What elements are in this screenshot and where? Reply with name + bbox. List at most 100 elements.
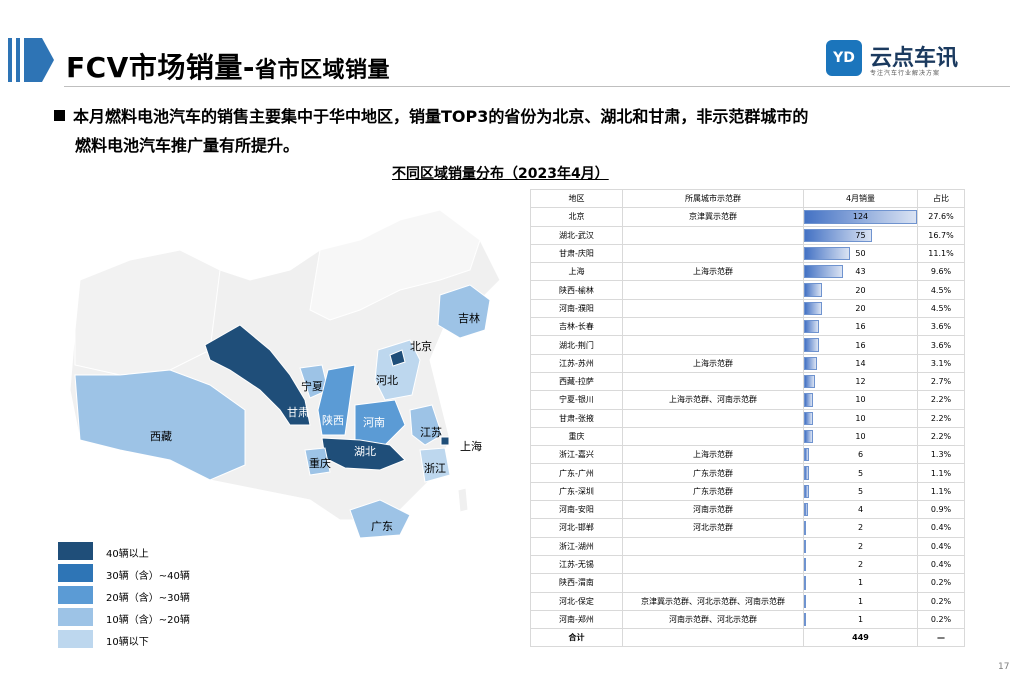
- cell-sales: 16: [803, 335, 918, 355]
- cell-region: 湖北-荆门: [530, 335, 623, 355]
- sales-value: 14: [855, 358, 866, 368]
- cell-group: 上海示范群、河南示范群: [622, 390, 804, 410]
- map-region-beijing: [389, 349, 406, 367]
- logo-name: 云点车讯: [870, 46, 959, 71]
- cell-region: 上海: [530, 262, 623, 282]
- cell-share: 0.2%: [917, 609, 965, 630]
- legend-swatch: [58, 542, 93, 560]
- column-header-sales: 4月销量: [803, 188, 918, 209]
- cell-region: 宁夏-银川: [530, 390, 623, 410]
- cell-group: 河南示范群: [622, 500, 804, 520]
- cell-group: 上海示范群: [622, 353, 804, 373]
- cell-region: 河北-保定: [530, 591, 623, 611]
- sales-value: 4: [857, 505, 864, 515]
- sales-value: 20: [855, 303, 866, 313]
- cell-share: 0.2%: [917, 573, 965, 593]
- cell-region: 浙江-嘉兴: [530, 445, 623, 465]
- legend-swatch: [58, 630, 93, 648]
- cell-region: 广东-广州: [530, 463, 623, 483]
- map-region-hubei: [321, 437, 406, 471]
- sales-data-bar: [804, 448, 810, 462]
- legend-swatch: [58, 564, 93, 582]
- total-share: —: [917, 628, 965, 648]
- sales-data-bar: [804, 265, 844, 279]
- sales-data-bar: [804, 539, 806, 553]
- cell-region: 陕西-渭南: [530, 573, 623, 593]
- cell-region: 河南-安阳: [530, 500, 623, 520]
- cell-group: [622, 536, 804, 556]
- cell-share: 16.7%: [917, 225, 965, 245]
- cell-group: [622, 317, 804, 337]
- sales-data-bar: [804, 374, 815, 389]
- cell-share: 27.6%: [917, 207, 965, 227]
- cell-sales: 10: [803, 390, 918, 410]
- cell-group: 广东示范群: [622, 481, 804, 502]
- sales-data-bar: [804, 301, 823, 316]
- legend-label: 10辆（含）~20辆: [106, 615, 190, 626]
- map-region-shanghai: [440, 436, 450, 446]
- sales-value: 2: [857, 560, 864, 570]
- sales-data-bar: [804, 338, 819, 352]
- cell-sales: 5: [803, 463, 918, 483]
- cell-share: 0.4%: [917, 536, 965, 556]
- cell-share: 9.6%: [917, 262, 965, 282]
- table-row: 陕西-榆林 20 4.5%: [530, 280, 965, 300]
- sales-data-bar: [804, 557, 806, 572]
- cell-share: 0.4%: [917, 554, 965, 575]
- table-row: 河北-邯郸 河北示范群 2 0.4%: [530, 518, 965, 538]
- cell-group: [622, 426, 804, 447]
- table-row: 陕西-渭南 1 0.2%: [530, 573, 965, 593]
- table-row: 河北-保定 京津冀示范群、河北示范群、河南示范群 1 0.2%: [530, 591, 965, 611]
- cell-region: 甘肃-张掖: [530, 408, 623, 428]
- cell-region: 重庆: [530, 426, 623, 447]
- total-label: 合计: [530, 628, 623, 648]
- cell-sales: 2: [803, 518, 918, 538]
- sales-data-bar: [804, 484, 809, 499]
- cell-share: 1.1%: [917, 481, 965, 502]
- sales-value: 20: [855, 285, 866, 295]
- sales-data-bar: [804, 594, 806, 608]
- cell-region: 北京: [530, 207, 623, 227]
- cell-sales: 5: [803, 481, 918, 502]
- legend-label: 10辆以下: [106, 637, 149, 648]
- cell-sales: 1: [803, 591, 918, 611]
- cell-region: 西藏-拉萨: [530, 371, 623, 392]
- cell-region: 河南-郑州: [530, 609, 623, 630]
- cell-group: [622, 371, 804, 392]
- cell-share: 2.2%: [917, 408, 965, 428]
- regional-sales-table: 地区 所属城市示范群 4月销量 占比 北京 京津冀示范群 124 27.6% 湖北-武汉…: [530, 188, 965, 648]
- sales-data-bar: [804, 429, 814, 444]
- cell-region: 广东-深圳: [530, 481, 623, 502]
- table-row: 江苏-苏州 上海示范群 14 3.1%: [530, 353, 965, 373]
- sales-data-bar: [804, 393, 814, 407]
- sales-data-bar: [804, 210, 917, 224]
- map-label-hubei: 湖北: [354, 445, 376, 458]
- table-body: 北京 京津冀示范群 124 27.6% 湖北-武汉 75 16.7% 甘肃-庆阳 50 11.1%…: [530, 207, 965, 648]
- column-header-share: 占比: [917, 188, 965, 209]
- map-label-gansu: 甘肃: [287, 406, 309, 419]
- sales-value: 16: [855, 340, 866, 350]
- sales-value: 5: [857, 468, 864, 478]
- cell-group: [622, 298, 804, 319]
- table-row: 广东-深圳 广东示范群 5 1.1%: [530, 481, 965, 502]
- logo-mark: YD: [826, 40, 862, 76]
- cell-sales: 1: [803, 573, 918, 593]
- cell-group: [622, 225, 804, 245]
- sales-value: 1: [857, 578, 864, 588]
- sales-data-bar: [804, 356, 817, 370]
- sales-value: 1: [857, 596, 864, 606]
- table-row: 上海 上海示范群 43 9.6%: [530, 262, 965, 282]
- cell-share: 2.7%: [917, 371, 965, 392]
- cell-share: 2.2%: [917, 426, 965, 447]
- cell-group: [622, 280, 804, 300]
- cell-region: 江苏-无锡: [530, 554, 623, 575]
- bullet-square-icon: [54, 110, 65, 121]
- cell-group: [622, 554, 804, 575]
- sales-value: 1: [857, 614, 864, 624]
- cell-share: 1.3%: [917, 445, 965, 465]
- cell-sales: 2: [803, 536, 918, 556]
- cell-region: 陕西-榆林: [530, 280, 623, 300]
- table-row: 湖北-荆门 16 3.6%: [530, 335, 965, 355]
- cell-sales: 43: [803, 262, 918, 282]
- cell-sales: 6: [803, 445, 918, 465]
